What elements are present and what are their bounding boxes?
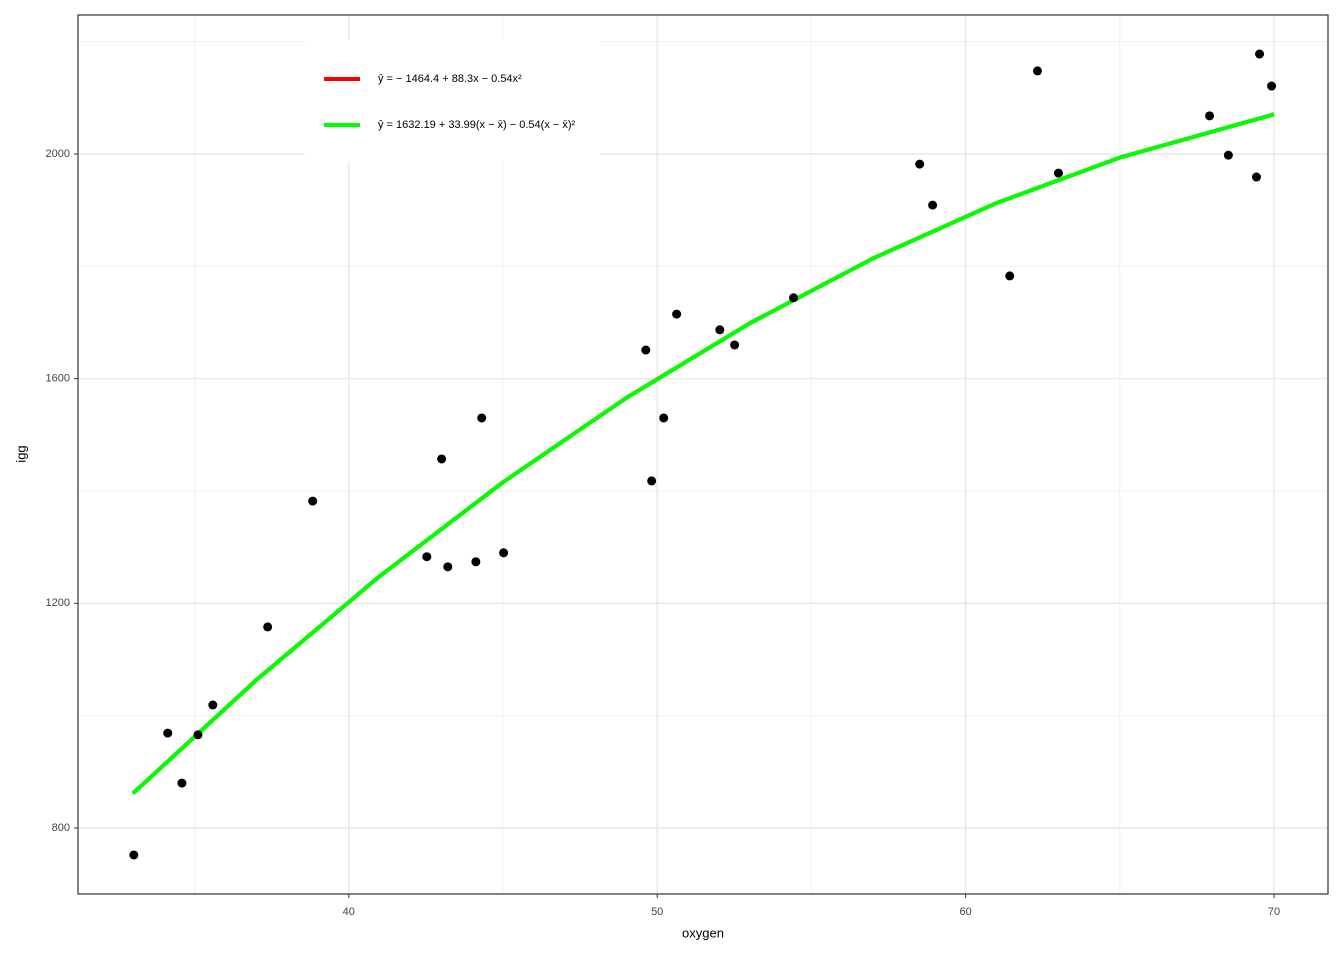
data-point <box>1205 111 1215 121</box>
data-point <box>437 454 447 464</box>
data-point <box>641 345 651 355</box>
data-point <box>1223 150 1233 160</box>
x-tick-label: 60 <box>959 906 971 918</box>
data-point <box>715 325 725 335</box>
data-point <box>308 496 318 506</box>
y-tick-label: 1600 <box>46 373 70 385</box>
data-point <box>263 622 273 632</box>
data-point <box>443 562 453 572</box>
y-axis-label: igg <box>13 445 28 462</box>
data-point <box>1032 66 1042 76</box>
data-point <box>1005 271 1015 281</box>
data-point <box>177 778 187 788</box>
legend-box <box>305 40 600 162</box>
data-point <box>647 476 657 486</box>
data-point <box>163 728 173 738</box>
y-tick-label: 2000 <box>46 148 70 160</box>
data-point <box>208 700 218 710</box>
data-point <box>471 557 481 567</box>
data-point <box>659 413 669 423</box>
plot-border <box>77 14 1329 895</box>
data-point <box>1053 168 1063 178</box>
data-point <box>477 413 487 423</box>
data-point <box>915 159 925 169</box>
data-point <box>1251 172 1261 182</box>
fit-line <box>131 112 1275 795</box>
data-point <box>672 309 682 319</box>
data-point <box>1267 81 1277 91</box>
y-tick-label: 800 <box>52 822 70 834</box>
x-tick-label: 70 <box>1268 906 1280 918</box>
data-point <box>789 293 799 303</box>
data-point <box>1255 49 1265 59</box>
data-point <box>193 730 203 740</box>
data-point <box>499 548 509 558</box>
data-point <box>129 850 139 860</box>
legend-label: ŷ = 1632.19 + 33.99(x − x̄) − 0.54(x − x… <box>378 119 576 131</box>
data-point <box>730 340 740 350</box>
legend-label: ŷ = − 1464.4 + 88.3x − 0.54x² <box>378 73 522 85</box>
y-tick-label: 1200 <box>46 597 70 609</box>
x-axis-label: oxygen <box>682 925 724 940</box>
x-tick-label: 50 <box>651 906 663 918</box>
x-tick-label: 40 <box>343 906 355 918</box>
data-point <box>928 200 938 210</box>
data-point <box>422 552 432 562</box>
